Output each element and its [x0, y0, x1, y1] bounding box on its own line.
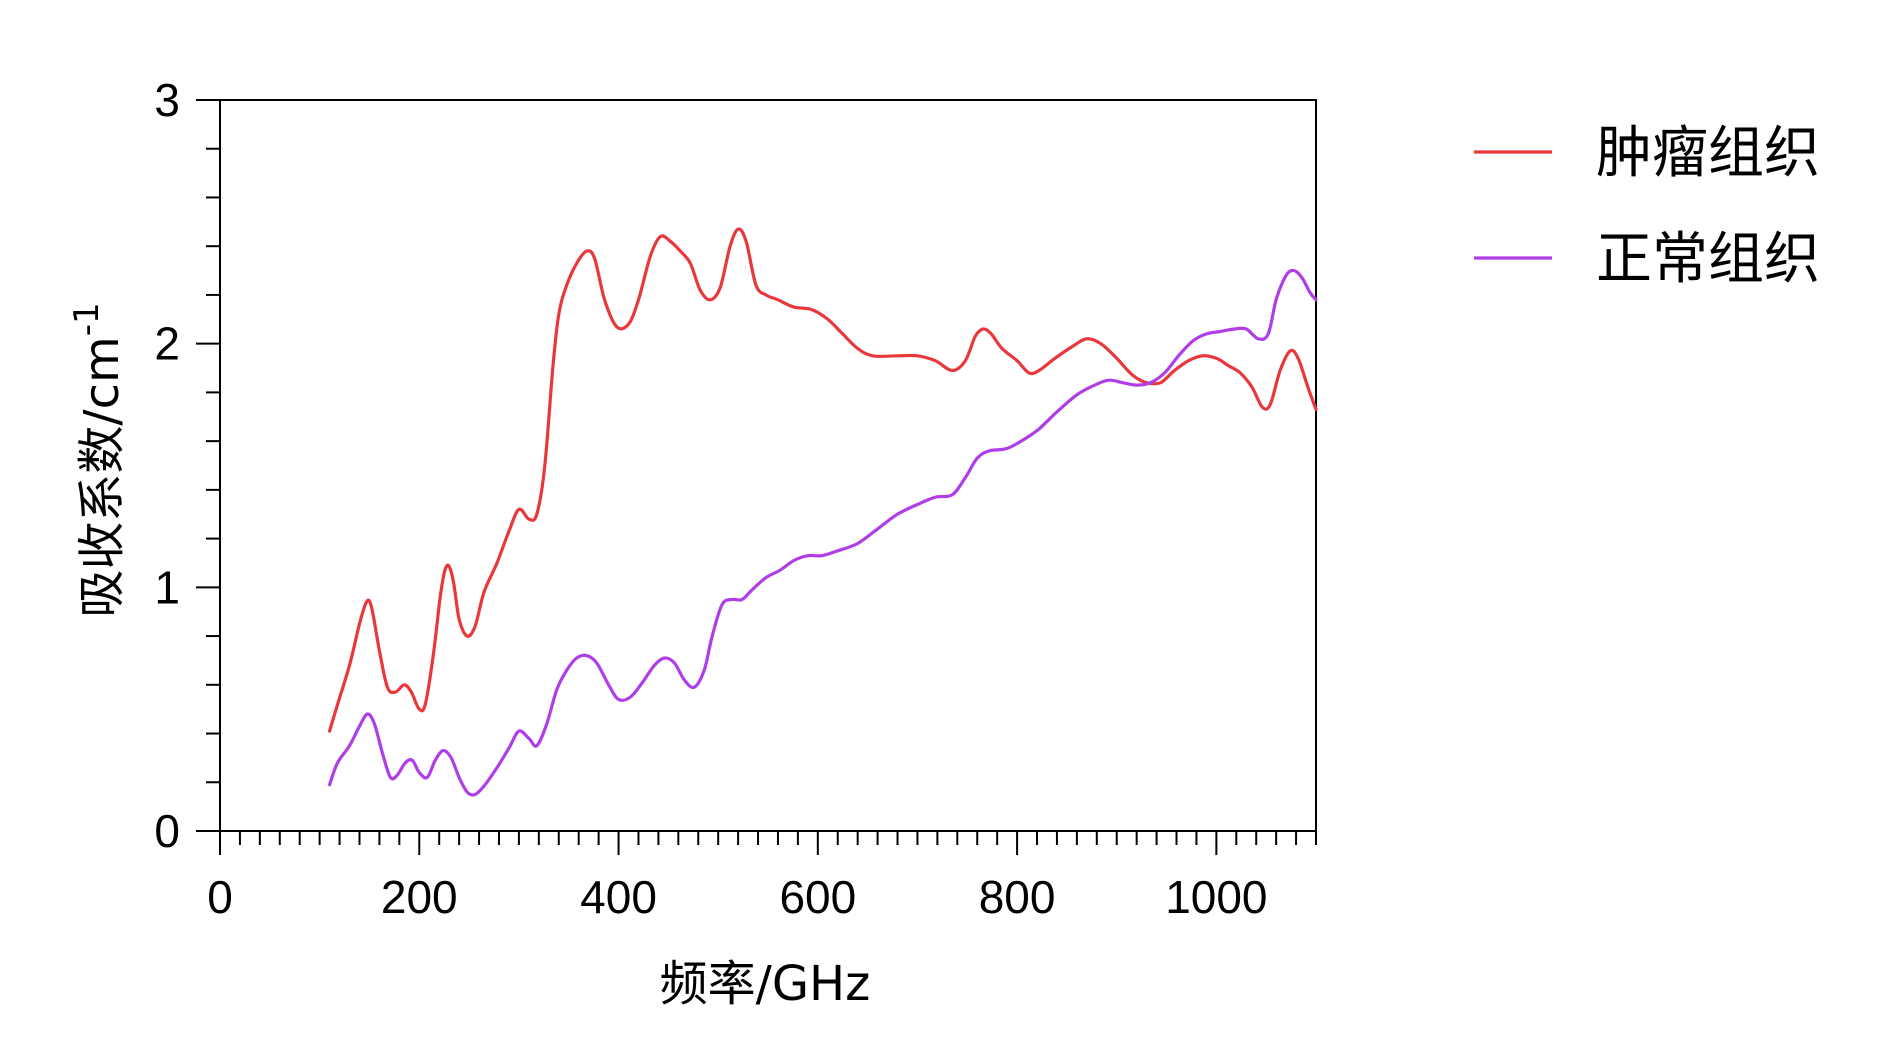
x-tick-label: 200: [381, 871, 458, 923]
y-axis-title-superscript: -1: [67, 302, 107, 336]
series-line-tumor: [328, 227, 1318, 733]
x-axis-title: 频率/GHz: [660, 956, 871, 1012]
x-tick-label: 800: [979, 871, 1056, 923]
y-tick-label: 2: [154, 318, 180, 370]
y-tick-label: 0: [154, 805, 180, 857]
series-line-normal: [328, 268, 1318, 797]
plot-border: [219, 99, 1317, 832]
x-tick-label: 0: [207, 871, 233, 923]
y-axis: 0 1 2 3: [154, 74, 220, 857]
y-tick-label: 3: [154, 74, 180, 126]
y-axis-title: 吸收系数/cm-1: [67, 302, 130, 617]
legend-label: 正常组织: [1596, 227, 1820, 292]
plot-frame: [219, 99, 1317, 832]
x-tick-label: 400: [580, 871, 657, 923]
x-tick-label: 1000: [1165, 871, 1267, 923]
series-layer: [328, 227, 1318, 797]
y-tick-label: 1: [154, 561, 180, 613]
legend-label: 肿瘤组织: [1596, 121, 1820, 186]
x-axis: 0 200 400 600 800 1000: [207, 831, 1317, 923]
y-axis-title-main: 吸收系数/cm: [74, 336, 130, 617]
x-tick-label: 600: [779, 871, 856, 923]
